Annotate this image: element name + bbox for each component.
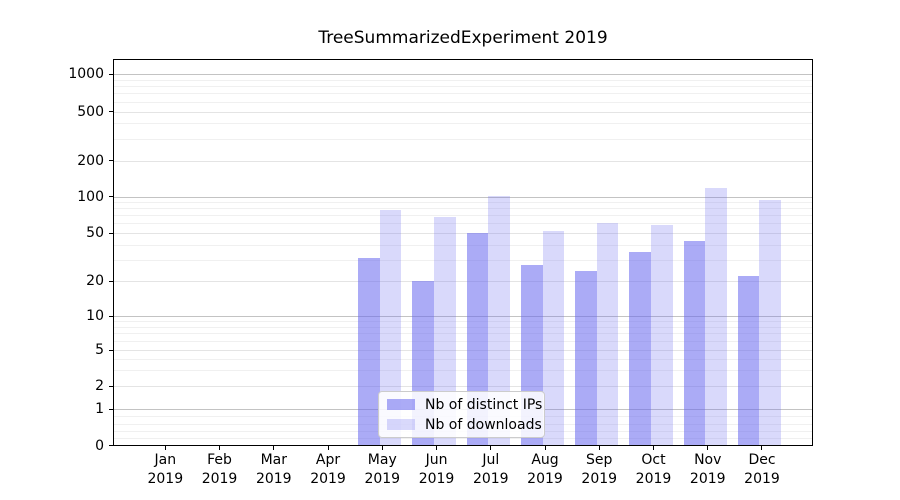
- bar-distinct-ips-nov: [683, 240, 706, 445]
- gridline-minor-y-90: [114, 202, 812, 204]
- legend: Nb of distinct IPs Nb of downloads: [378, 391, 545, 438]
- y-tick-label-100: 100: [77, 188, 104, 205]
- gridline-minor-y-600: [114, 101, 812, 103]
- legend-row-downloads: Nb of downloads: [379, 415, 544, 435]
- y-tick-label-5: 5: [95, 342, 104, 358]
- x-tick-nov: [707, 446, 709, 450]
- x-tick-jun: [436, 446, 438, 450]
- bar-distinct-ips-may: [358, 258, 380, 445]
- gridline-minor-y-30: [114, 259, 812, 261]
- gridline-minor-y-70: [114, 215, 812, 217]
- y-tick-label-200: 200: [77, 152, 104, 169]
- gridline-y-2: [114, 386, 812, 387]
- y-tick-label-1: 1: [95, 401, 104, 417]
- bar-downloads-nov: [705, 188, 727, 445]
- x-tick-apr: [327, 446, 329, 450]
- gridline-y-500: [114, 111, 812, 113]
- x-tick-label-apr: Apr 2019: [310, 452, 346, 487]
- gridline-y-10: [114, 316, 812, 317]
- gridline-minor-y-400: [114, 123, 812, 125]
- bar-downloads-jun: [434, 216, 456, 445]
- legend-swatch-downloads: [387, 419, 415, 430]
- y-tick-100: [109, 196, 113, 197]
- legend-row-distinct-ips: Nb of distinct IPs: [379, 395, 544, 415]
- y-tick-50: [109, 232, 113, 234]
- y-tick-label-2: 2: [95, 378, 104, 394]
- legend-label-distinct-ips: Nb of distinct IPs: [425, 396, 543, 413]
- gridline-minor-y-80: [114, 208, 812, 210]
- x-tick-jul: [490, 446, 492, 450]
- x-tick-label-aug: Aug 2019: [527, 452, 563, 487]
- bar-downloads-jul: [488, 195, 510, 445]
- x-tick-label-dec: Dec 2019: [744, 452, 780, 487]
- x-tick-feb: [219, 446, 221, 450]
- bar-downloads-sep: [596, 222, 619, 445]
- gridline-minor-y-8: [114, 326, 812, 328]
- y-tick-1: [109, 408, 113, 410]
- chart-title: TreeSummarizedExperiment 2019: [318, 28, 608, 48]
- y-tick-1000: [109, 73, 113, 75]
- legend-label-downloads: Nb of downloads: [425, 416, 542, 433]
- y-tick-label-50: 50: [86, 225, 104, 241]
- gridline-y-1000: [114, 74, 812, 75]
- x-tick-label-jan: Jan 2019: [147, 452, 184, 487]
- x-tick-label-feb: Feb 2019: [201, 452, 238, 487]
- x-tick-label-oct: Oct 2019: [635, 452, 672, 487]
- y-tick-label-500: 500: [77, 103, 104, 120]
- y-tick-label-20: 20: [86, 273, 104, 289]
- gridline-y-200: [114, 160, 812, 162]
- y-tick-label-0: 0: [95, 437, 104, 454]
- x-tick-label-mar: Mar 2019: [255, 452, 292, 487]
- y-tick-0: [109, 445, 113, 446]
- x-tick-sep: [598, 446, 600, 450]
- y-tick-500: [109, 111, 113, 112]
- y-tick-10: [109, 315, 113, 317]
- gridline-y-20: [114, 281, 812, 282]
- y-tick-label-10: 10: [86, 308, 104, 324]
- gridline-minor-y-900: [114, 79, 812, 81]
- gridline-minor-y-300: [114, 138, 812, 140]
- x-tick-label-sep: Sep 2019: [581, 452, 618, 487]
- bar-distinct-ips-dec: [737, 276, 760, 445]
- gridline-minor-y-6: [114, 341, 812, 343]
- gridline-minor-y-4: [114, 358, 812, 360]
- bar-downloads-aug: [542, 230, 565, 445]
- bar-downloads-may: [379, 209, 402, 445]
- gridline-y-5: [114, 350, 812, 351]
- x-tick-label-jun: Jun 2019: [418, 452, 455, 487]
- gridline-minor-y-3: [114, 370, 812, 372]
- x-tick-jan: [164, 446, 166, 450]
- x-tick-may: [381, 446, 383, 450]
- x-tick-label-may: May 2019: [364, 452, 401, 487]
- y-tick-2: [109, 385, 113, 387]
- gridline-minor-y-9: [114, 321, 812, 323]
- legend-swatch-distinct-ips: [387, 399, 415, 410]
- y-tick-label-1000: 1000: [68, 66, 104, 82]
- x-tick-aug: [544, 446, 546, 450]
- gridline-minor-y-800: [114, 86, 812, 88]
- y-tick-20: [109, 280, 113, 282]
- gridline-minor-y-40: [114, 244, 812, 246]
- gridline-y-100: [114, 196, 812, 198]
- x-tick-mar: [273, 446, 275, 450]
- gridline-y-50: [114, 233, 812, 234]
- gridline-minor-y-60: [114, 223, 812, 225]
- bar-distinct-ips-oct: [629, 251, 651, 445]
- y-tick-5: [109, 349, 113, 351]
- bar-downloads-dec: [759, 199, 782, 445]
- x-tick-oct: [653, 446, 654, 450]
- x-tick-dec: [761, 446, 763, 450]
- x-tick-label-nov: Nov 2019: [689, 452, 726, 487]
- gridline-minor-y-700: [114, 93, 812, 95]
- gridline-minor-y-0.2: [114, 438, 812, 440]
- bar-distinct-ips-sep: [575, 271, 597, 445]
- bar-downloads-oct: [651, 225, 673, 445]
- x-tick-label-jul: Jul 2019: [472, 452, 509, 487]
- y-tick-200: [109, 160, 113, 161]
- gridline-minor-y-7: [114, 333, 812, 335]
